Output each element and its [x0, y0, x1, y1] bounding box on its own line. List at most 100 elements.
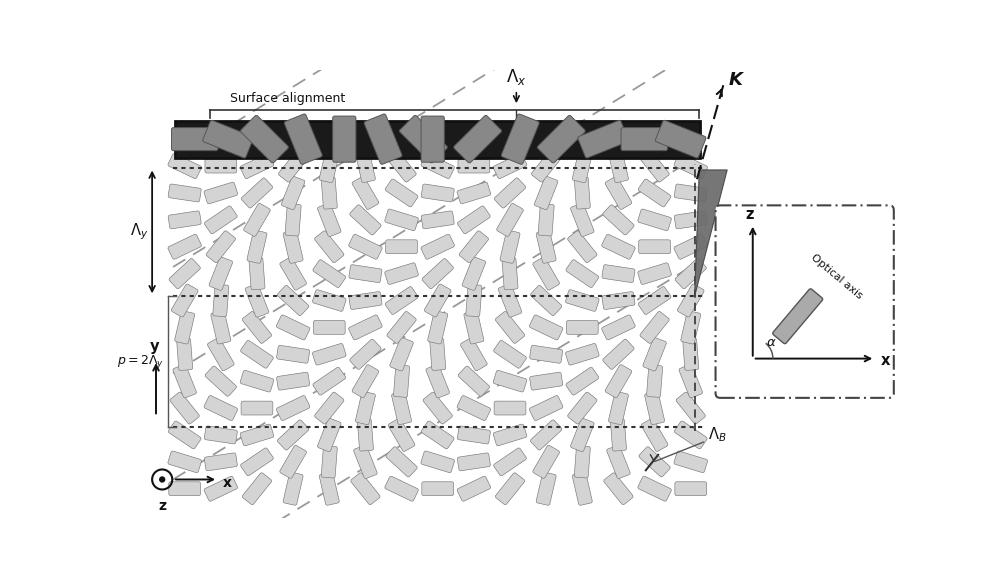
FancyBboxPatch shape	[655, 120, 706, 158]
FancyBboxPatch shape	[168, 421, 201, 449]
FancyBboxPatch shape	[168, 451, 201, 473]
FancyBboxPatch shape	[530, 372, 563, 390]
FancyBboxPatch shape	[280, 445, 306, 478]
FancyBboxPatch shape	[460, 338, 487, 371]
FancyBboxPatch shape	[241, 401, 273, 415]
FancyBboxPatch shape	[610, 419, 626, 451]
FancyBboxPatch shape	[421, 234, 454, 259]
FancyBboxPatch shape	[247, 230, 267, 263]
FancyBboxPatch shape	[205, 159, 237, 173]
Text: $\Lambda_B$: $\Lambda_B$	[708, 425, 726, 444]
FancyBboxPatch shape	[574, 446, 590, 478]
FancyBboxPatch shape	[422, 258, 453, 289]
FancyBboxPatch shape	[209, 257, 233, 290]
FancyBboxPatch shape	[459, 230, 489, 262]
FancyBboxPatch shape	[317, 418, 341, 452]
FancyBboxPatch shape	[351, 473, 380, 505]
FancyBboxPatch shape	[423, 392, 452, 424]
FancyBboxPatch shape	[349, 234, 382, 259]
FancyBboxPatch shape	[277, 372, 310, 390]
FancyBboxPatch shape	[392, 392, 412, 425]
FancyBboxPatch shape	[674, 154, 708, 179]
FancyBboxPatch shape	[312, 290, 346, 311]
FancyBboxPatch shape	[643, 338, 666, 371]
FancyBboxPatch shape	[352, 365, 379, 398]
FancyBboxPatch shape	[566, 367, 599, 395]
FancyBboxPatch shape	[572, 150, 592, 183]
FancyBboxPatch shape	[608, 150, 628, 183]
FancyBboxPatch shape	[531, 150, 561, 182]
FancyBboxPatch shape	[639, 240, 670, 254]
FancyBboxPatch shape	[240, 154, 274, 179]
FancyBboxPatch shape	[424, 284, 451, 317]
Circle shape	[160, 477, 165, 482]
Text: Optical axis: Optical axis	[809, 252, 864, 300]
FancyBboxPatch shape	[204, 396, 238, 421]
FancyBboxPatch shape	[319, 472, 339, 505]
FancyBboxPatch shape	[679, 364, 703, 398]
Text: z: z	[158, 499, 166, 513]
FancyBboxPatch shape	[645, 392, 665, 425]
FancyBboxPatch shape	[428, 311, 448, 344]
FancyBboxPatch shape	[357, 419, 373, 451]
FancyBboxPatch shape	[677, 284, 704, 317]
FancyBboxPatch shape	[674, 421, 707, 449]
FancyBboxPatch shape	[604, 473, 633, 505]
FancyBboxPatch shape	[172, 127, 218, 151]
FancyBboxPatch shape	[280, 257, 306, 290]
FancyBboxPatch shape	[385, 286, 418, 314]
FancyBboxPatch shape	[170, 392, 199, 424]
FancyBboxPatch shape	[530, 420, 562, 450]
Text: $\mathbf{x}$: $\mathbf{x}$	[880, 353, 891, 368]
FancyBboxPatch shape	[284, 114, 322, 164]
FancyBboxPatch shape	[536, 230, 556, 263]
FancyBboxPatch shape	[457, 476, 491, 501]
Text: $\boldsymbol{K}$: $\boldsymbol{K}$	[728, 71, 745, 89]
FancyBboxPatch shape	[213, 285, 229, 317]
FancyBboxPatch shape	[204, 182, 238, 204]
FancyBboxPatch shape	[241, 115, 288, 163]
FancyBboxPatch shape	[171, 284, 198, 317]
FancyBboxPatch shape	[494, 448, 526, 476]
FancyBboxPatch shape	[640, 150, 669, 182]
FancyBboxPatch shape	[458, 366, 490, 396]
FancyBboxPatch shape	[607, 445, 630, 478]
FancyBboxPatch shape	[173, 364, 196, 398]
FancyBboxPatch shape	[169, 482, 201, 496]
FancyBboxPatch shape	[638, 263, 671, 285]
FancyBboxPatch shape	[605, 176, 632, 210]
FancyBboxPatch shape	[430, 338, 446, 370]
FancyBboxPatch shape	[204, 206, 237, 234]
FancyBboxPatch shape	[385, 179, 418, 207]
FancyBboxPatch shape	[495, 473, 525, 505]
FancyBboxPatch shape	[421, 184, 454, 202]
FancyBboxPatch shape	[241, 178, 273, 208]
FancyBboxPatch shape	[621, 127, 667, 151]
FancyBboxPatch shape	[674, 184, 707, 202]
FancyBboxPatch shape	[421, 154, 454, 179]
FancyBboxPatch shape	[493, 154, 527, 179]
Text: $\mathbf{z}$: $\mathbf{z}$	[745, 207, 755, 222]
FancyBboxPatch shape	[568, 392, 597, 424]
Text: $\Lambda_y$: $\Lambda_y$	[130, 222, 148, 242]
FancyBboxPatch shape	[315, 392, 344, 424]
FancyBboxPatch shape	[647, 365, 663, 398]
FancyBboxPatch shape	[315, 230, 344, 262]
FancyBboxPatch shape	[240, 424, 274, 446]
FancyBboxPatch shape	[464, 311, 484, 344]
FancyBboxPatch shape	[245, 284, 269, 317]
Text: $\alpha$: $\alpha$	[766, 336, 777, 349]
FancyBboxPatch shape	[355, 392, 375, 425]
FancyBboxPatch shape	[241, 448, 273, 476]
FancyBboxPatch shape	[386, 447, 417, 477]
FancyBboxPatch shape	[352, 176, 379, 210]
FancyBboxPatch shape	[639, 447, 670, 477]
FancyBboxPatch shape	[602, 315, 635, 340]
Text: $p=2\Lambda_y$: $p=2\Lambda_y$	[117, 353, 165, 370]
FancyBboxPatch shape	[321, 177, 337, 209]
FancyBboxPatch shape	[349, 265, 382, 283]
FancyBboxPatch shape	[175, 311, 195, 344]
FancyBboxPatch shape	[675, 482, 707, 496]
Text: $\Lambda_x$: $\Lambda_x$	[506, 67, 527, 87]
FancyBboxPatch shape	[566, 260, 599, 288]
